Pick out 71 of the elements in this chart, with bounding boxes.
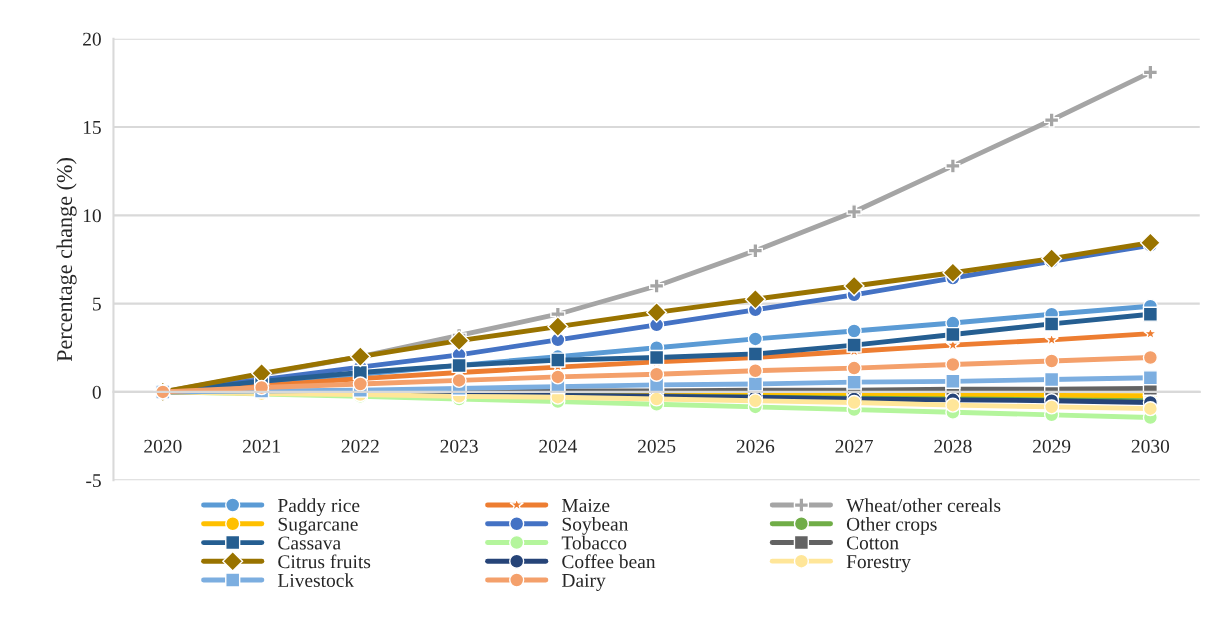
legend-label: Cotton	[846, 536, 899, 550]
point	[1043, 399, 1060, 415]
x-tick-label: 2030	[1131, 439, 1170, 453]
legend-label: Other crops	[846, 517, 937, 535]
point	[1142, 401, 1159, 417]
y-tick-label: 10	[83, 209, 101, 223]
y-tick-label: -5	[86, 474, 101, 488]
point	[846, 337, 862, 353]
point	[1139, 232, 1161, 254]
x-tick-label: 2023	[440, 439, 478, 453]
x-tick-label: 2029	[1033, 439, 1071, 453]
point	[648, 349, 665, 366]
legend-label: Soybean	[562, 517, 629, 535]
x-tick-label: 2027	[835, 439, 873, 453]
point	[945, 397, 961, 413]
point	[747, 331, 764, 347]
point	[1043, 353, 1060, 369]
x-tick-label: 2025	[638, 439, 676, 453]
legend-label: Tobacco	[561, 535, 627, 550]
legend-label: Wheat/other cereals	[846, 498, 1001, 513]
x-tick-label: 2021	[243, 439, 280, 453]
y-tick-label: 0	[92, 385, 101, 399]
point	[846, 204, 862, 220]
point	[744, 288, 766, 310]
legend-label: Forestry	[846, 555, 911, 573]
legend-label: Paddy rice	[277, 498, 360, 517]
point	[1142, 370, 1159, 386]
point	[448, 330, 470, 352]
point	[550, 352, 566, 368]
point	[846, 360, 862, 376]
legend-label: Sugarcane	[278, 517, 358, 535]
legend-label: Coffee bean	[562, 554, 656, 569]
point	[843, 275, 865, 297]
point	[747, 243, 764, 259]
x-tick-label: 2024	[539, 439, 577, 453]
point	[1043, 316, 1060, 332]
x-tick-label: 2020	[144, 439, 182, 453]
point	[1043, 371, 1060, 388]
point	[1041, 248, 1063, 270]
point	[846, 323, 862, 339]
legend-label: Livestock	[277, 573, 355, 588]
point	[846, 394, 862, 411]
point	[945, 356, 961, 373]
point	[945, 158, 961, 174]
point	[648, 278, 665, 294]
point	[1043, 112, 1060, 128]
y-tick-label: 5	[93, 297, 101, 311]
point	[352, 376, 368, 392]
x-tick-label: 2022	[341, 439, 379, 453]
point	[1142, 64, 1159, 80]
point	[747, 376, 764, 392]
legend-label: Citrus fruits	[278, 554, 371, 569]
y-axis-title: Percentage change (%)	[56, 158, 77, 362]
point	[945, 326, 961, 343]
x-tick-label: 2028	[934, 439, 972, 453]
point	[1142, 349, 1159, 366]
y-tick-label: 20	[83, 32, 101, 46]
legend-label: Dairy	[561, 573, 606, 591]
point	[1142, 306, 1159, 322]
point	[942, 262, 964, 284]
point	[550, 369, 566, 385]
point	[747, 363, 764, 379]
point	[451, 372, 467, 389]
point	[648, 366, 665, 382]
point	[547, 316, 569, 338]
point	[945, 373, 961, 389]
point	[646, 301, 668, 323]
x-tick-label: 2026	[736, 439, 775, 453]
y-tick-label: 15	[83, 120, 101, 135]
legend-label: Maize	[561, 498, 610, 513]
legend-label: Cassava	[278, 536, 341, 550]
